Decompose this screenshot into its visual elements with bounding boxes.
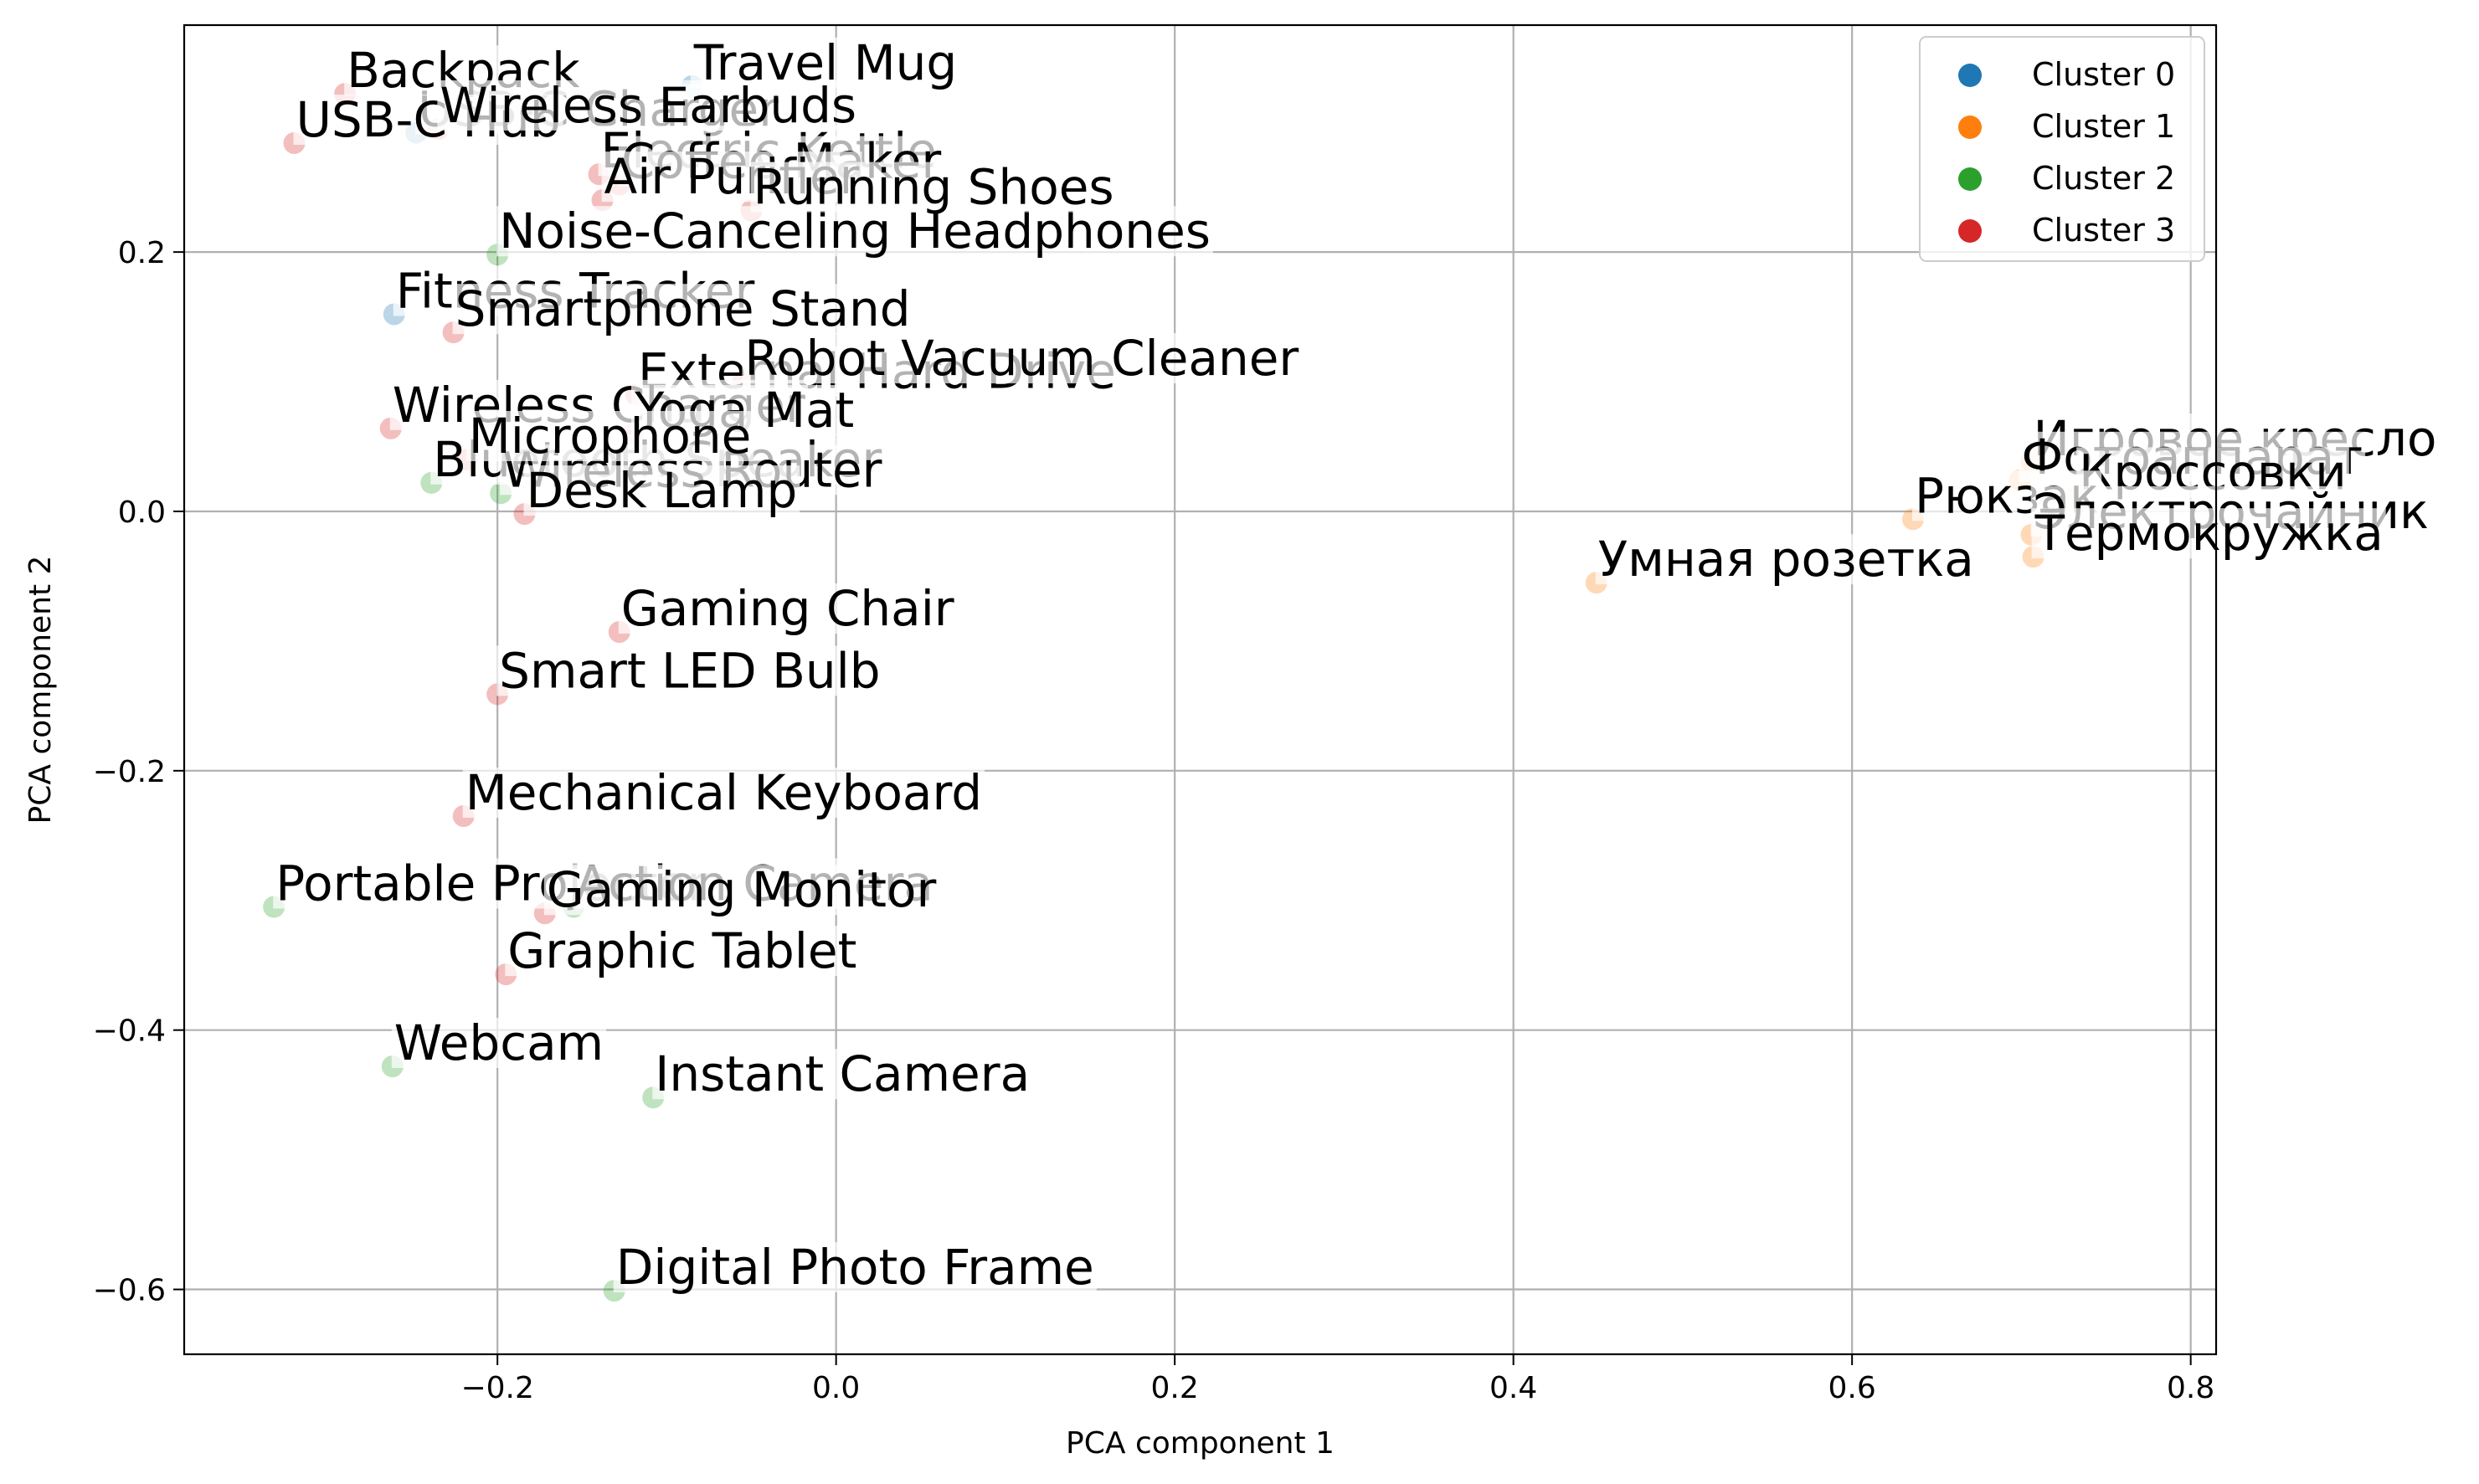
- y-tick-label: 0.0: [118, 496, 166, 530]
- x-tick-label: 0.6: [1828, 1371, 1876, 1405]
- data-label-background: [613, 1242, 1097, 1293]
- data-label-background: [690, 37, 960, 88]
- legend-marker: [1958, 219, 1982, 243]
- legend-label: Cluster 1: [2032, 108, 2175, 145]
- data-label: Running Shoes: [753, 159, 1114, 216]
- x-axis-label: PCA component 1: [1066, 1426, 1335, 1461]
- data-label: Wireless Earbuds: [440, 77, 856, 134]
- x-tick-label: 0.4: [1489, 1371, 1537, 1405]
- legend-label: Cluster 3: [2032, 212, 2175, 249]
- legend-marker: [1958, 64, 1982, 87]
- data-label: Smart LED Bulb: [499, 642, 880, 699]
- data-label-background: [523, 465, 800, 516]
- data-label: Robot Vacuum Cleaner: [744, 330, 1299, 387]
- data-label: Умная розетка: [1598, 531, 1974, 588]
- data-label: Instant Camera: [655, 1045, 1030, 1102]
- data-label-background: [742, 333, 1302, 384]
- data-label: Digital Photo Frame: [616, 1239, 1094, 1296]
- legend-box: [1919, 36, 2205, 262]
- x-tick-label: −0.2: [460, 1371, 533, 1405]
- data-label: Webcam: [394, 1014, 604, 1071]
- plot-frame: [183, 23, 2218, 1356]
- data-label-background: [496, 645, 883, 696]
- x-tick-label: 0.0: [812, 1371, 860, 1405]
- data-label-background: [652, 1049, 1033, 1100]
- data-label-background: [496, 206, 1213, 257]
- data-label-background: [462, 768, 985, 819]
- x-tick-label: 0.2: [1151, 1371, 1199, 1405]
- data-label: Gaming Chair: [621, 580, 954, 637]
- labels-layer: Travel MugUSB-C ChargerFitness TrackerИг…: [273, 34, 2440, 1296]
- ticks-layer: −0.2 0.0 0.2 0.4 0.6 0.8 −0.6 −0.4 −0.2 0.0 0.2: [93, 236, 2215, 1405]
- data-label: Mechanical Keyboard: [465, 764, 982, 821]
- legend-label: Cluster 2: [2032, 160, 2175, 197]
- data-label: Desk Lamp: [527, 462, 798, 519]
- legend-label: Cluster 0: [2032, 56, 2175, 93]
- data-label-background: [452, 284, 913, 335]
- data-label: Smartphone Stand: [455, 280, 911, 337]
- data-label-background: [543, 865, 939, 916]
- data-label: Microphone: [469, 408, 752, 465]
- data-label: Noise-Canceling Headphones: [499, 203, 1211, 259]
- y-tick-label: −0.6: [93, 1274, 166, 1308]
- data-label: Graphic Tablet: [507, 922, 856, 979]
- data-label-background: [2031, 508, 2386, 559]
- data-label-background: [465, 411, 754, 462]
- legend-marker: [1958, 116, 1982, 139]
- y-tick-label: 0.2: [118, 236, 166, 270]
- data-label-background: [391, 1018, 607, 1069]
- x-tick-label: 0.8: [2167, 1371, 2214, 1405]
- data-label-background: [437, 80, 860, 131]
- y-axis-label: PCA component 2: [23, 556, 58, 824]
- y-tick-label: −0.4: [93, 1014, 166, 1049]
- y-tick-label: −0.2: [93, 755, 166, 789]
- data-label: Термокружка: [2034, 505, 2384, 562]
- data-label-background: [505, 926, 860, 977]
- data-label-background: [618, 583, 957, 634]
- data-label-background: [1595, 534, 1977, 585]
- data-label: Gaming Monitor: [547, 861, 937, 918]
- legend-marker: [1958, 167, 1982, 191]
- legend: Cluster 0 Cluster 1 Cluster 2 Cluster 3: [1919, 36, 2205, 262]
- data-label-background: [750, 162, 1117, 213]
